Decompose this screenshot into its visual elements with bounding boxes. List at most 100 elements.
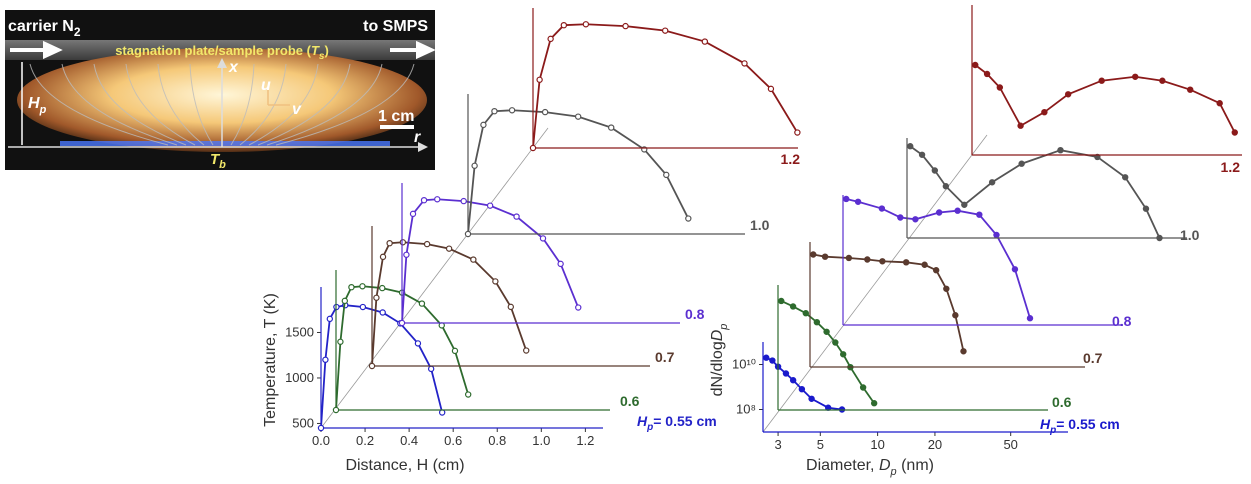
data-point (993, 231, 1000, 239)
series-label: 0.6 (620, 393, 640, 409)
y-tick-label: 1500 (285, 324, 314, 339)
data-point (423, 240, 431, 248)
data-point (486, 202, 494, 209)
axis-title-part: (nm) (897, 457, 934, 474)
data-point (373, 294, 380, 301)
data-point (1011, 266, 1019, 273)
series-label: 0.8 (1112, 313, 1132, 329)
data-point (954, 207, 961, 214)
plate-text: stagnation plate/sample probe ( (115, 43, 311, 58)
data-point (460, 197, 467, 205)
data-point (409, 210, 417, 218)
data-point (661, 27, 669, 34)
hp-subscript: p (646, 422, 653, 433)
data-point (870, 400, 878, 407)
data-point (961, 201, 968, 208)
flow-arrow (390, 40, 436, 60)
axis-title-part: dN/dlog (709, 341, 726, 396)
axis-label: r (414, 129, 421, 146)
x-tick-label: 0.8 (488, 433, 506, 448)
data-point (523, 347, 530, 354)
data-point (864, 256, 871, 263)
data-point (912, 216, 919, 223)
series-label: Hp= 0.55 cm (637, 413, 717, 433)
data-point (386, 239, 393, 247)
streamline (93, 63, 187, 146)
series-label: 1.0 (1180, 227, 1200, 243)
axis-label: x (228, 59, 239, 76)
data-point (663, 171, 670, 179)
data-point (359, 303, 367, 311)
series-label: Hp= 0.55 cm (1040, 416, 1120, 436)
data-point (508, 107, 516, 114)
data-point (427, 365, 435, 373)
data-point (622, 22, 629, 30)
x-tick-label: 20 (928, 437, 942, 452)
data-point (420, 196, 428, 204)
series-label: 1.2 (781, 151, 801, 167)
data-point (1041, 108, 1048, 116)
series-label: 0.7 (1083, 350, 1103, 366)
data-point (972, 61, 979, 69)
series-line (780, 300, 875, 404)
y-tick-label: 10⁸ (736, 402, 756, 417)
subscript: b (219, 159, 226, 171)
series-name: 1.2 (781, 151, 801, 167)
data-point (907, 143, 914, 150)
data-point (1132, 73, 1139, 80)
inset-label: to SMPS (363, 18, 428, 35)
data-point (403, 251, 410, 258)
velocity-label: u (261, 77, 271, 94)
x-tick-label: 0.2 (356, 433, 374, 448)
data-point (942, 183, 950, 190)
series-label: 1.0 (750, 217, 770, 233)
axis-title-part: Diameter, (806, 457, 879, 474)
data-point (434, 196, 441, 203)
x-axis-title: Diameter, Dp (nm) (806, 457, 934, 478)
x-tick-label: 1.2 (576, 433, 594, 448)
hp-symbol: H (637, 413, 648, 429)
data-point (918, 151, 926, 158)
streamline (61, 63, 178, 146)
series-line (974, 64, 1236, 133)
series-label: 0.7 (655, 349, 675, 365)
data-point (943, 285, 950, 292)
series-name: 0.8 (685, 306, 705, 322)
y-tick-label: 500 (292, 415, 314, 430)
series-name: = 0.55 cm (1056, 416, 1119, 432)
data-point (359, 283, 366, 290)
axis-title-part: p (718, 324, 730, 331)
series-line (401, 198, 580, 324)
data-point (582, 21, 590, 28)
series-name: 0.6 (620, 393, 640, 409)
data-point (808, 395, 815, 402)
axis-title-part: D (879, 457, 891, 474)
data-point (794, 129, 801, 136)
series-line (909, 145, 1161, 239)
data-point (464, 391, 472, 398)
subscript: s (319, 51, 325, 62)
data-point (952, 312, 959, 319)
streamline (248, 63, 319, 146)
data-point (560, 21, 568, 29)
series-name: 0.7 (655, 349, 675, 365)
tb-text: T (210, 151, 221, 168)
data-point (769, 357, 776, 364)
data-point (879, 258, 886, 265)
data-point (608, 124, 615, 131)
data-point (341, 297, 349, 305)
data-point (379, 253, 387, 261)
data-point (1231, 129, 1238, 136)
x-tick-label: 0.6 (444, 433, 462, 448)
series-line (813, 253, 965, 352)
data-point (418, 300, 426, 307)
inset-label-text: carrier N (8, 18, 74, 35)
velocity-label: v (292, 101, 302, 118)
data-point (843, 195, 850, 203)
data-point (988, 179, 996, 186)
data-point (935, 209, 943, 216)
plate-text: ) (324, 43, 328, 58)
data-point (1098, 77, 1105, 84)
data-point (823, 328, 830, 335)
data-point (976, 211, 983, 218)
